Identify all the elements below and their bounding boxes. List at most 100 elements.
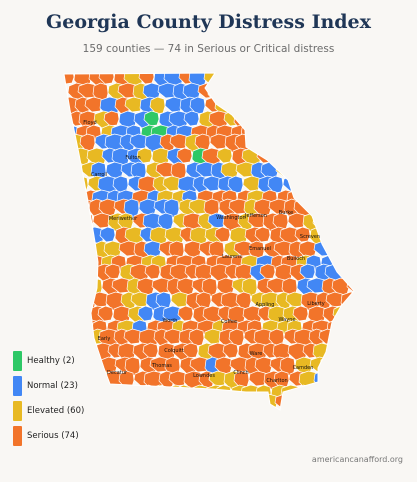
county-tile-normal bbox=[299, 263, 316, 280]
county-tile-elevated bbox=[67, 212, 88, 233]
legend-swatch-normal bbox=[13, 375, 22, 396]
county-tile-normal bbox=[351, 189, 354, 210]
county-label-laurens: Laurens bbox=[222, 254, 242, 260]
county-tile-serious bbox=[287, 342, 308, 361]
county-tile-serious bbox=[65, 291, 86, 312]
county-tile-elevated bbox=[136, 147, 153, 164]
county-tile-normal bbox=[143, 240, 162, 259]
county-tile-elevated bbox=[350, 161, 354, 178]
county-tile-serious bbox=[79, 133, 96, 152]
county-tile-serious bbox=[73, 328, 90, 347]
county-tile-serious bbox=[247, 342, 268, 361]
state-outline bbox=[63, 72, 355, 411]
county-tile-elevated bbox=[341, 189, 354, 206]
county-tile-elevated bbox=[149, 96, 166, 115]
county-tile-normal bbox=[105, 161, 124, 180]
county-tile-elevated bbox=[100, 384, 117, 401]
county-tile-serious bbox=[268, 328, 285, 347]
county-tile-serious bbox=[182, 342, 199, 359]
county-tile-serious bbox=[335, 124, 354, 143]
county-tile-elevated bbox=[222, 82, 241, 101]
county-tile-elevated bbox=[216, 147, 233, 164]
county-tile-normal bbox=[334, 226, 351, 243]
county-tile-elevated bbox=[94, 393, 111, 410]
county-label-washington: Washington bbox=[216, 215, 245, 221]
county-tile-serious bbox=[118, 370, 135, 389]
county-tile-elevated bbox=[337, 82, 354, 101]
county-tile-normal bbox=[267, 175, 284, 194]
county-tile-elevated bbox=[169, 393, 186, 410]
county-tile-serious bbox=[274, 393, 295, 410]
county-tile-elevated bbox=[311, 189, 330, 210]
county-tile-normal bbox=[166, 407, 185, 410]
county-label-coffee: Coffee bbox=[221, 319, 237, 325]
county-tile-elevated bbox=[328, 110, 349, 129]
county-tile-serious bbox=[129, 393, 146, 410]
county-tile-serious bbox=[254, 356, 273, 375]
county-tile-elevated bbox=[176, 407, 197, 410]
county-tile-elevated bbox=[220, 161, 239, 180]
county-tile-serious bbox=[300, 161, 319, 180]
county-tile-elevated bbox=[66, 189, 83, 206]
county-tile-normal bbox=[164, 96, 183, 113]
county-tile-normal bbox=[163, 198, 180, 219]
county-tile-elevated bbox=[289, 133, 308, 150]
county-tile-serious bbox=[176, 277, 195, 296]
county-tile-elevated bbox=[103, 240, 122, 259]
county-label-early: Early bbox=[98, 336, 111, 342]
county-tile-serious bbox=[84, 356, 101, 377]
county-tile-serious bbox=[64, 254, 81, 275]
county-tile-elevated bbox=[68, 240, 87, 259]
legend-item-normal: Normal (23) bbox=[13, 375, 84, 396]
county-tile-normal bbox=[332, 175, 353, 196]
county-tile-serious bbox=[335, 254, 354, 275]
county-tile-normal bbox=[339, 133, 354, 154]
county-tile-elevated bbox=[248, 110, 269, 129]
county-label-burke: Burke bbox=[279, 210, 293, 216]
county-tile-elevated bbox=[335, 384, 352, 401]
county-tile-normal bbox=[142, 82, 161, 101]
county-tile-serious bbox=[209, 133, 228, 150]
county-tile-elevated bbox=[255, 124, 274, 143]
county-tile-elevated bbox=[344, 226, 354, 247]
county-tile-serious bbox=[188, 328, 205, 347]
county-tile-elevated bbox=[320, 124, 337, 145]
county-tile-serious bbox=[328, 370, 347, 387]
county-tile-elevated bbox=[72, 305, 91, 326]
county-label-camden: Camden bbox=[293, 365, 314, 371]
county-tile-elevated bbox=[285, 161, 302, 182]
county-tile-normal bbox=[155, 291, 172, 310]
county-tile-elevated bbox=[241, 277, 258, 298]
county-tile-elevated bbox=[351, 319, 354, 336]
county-tile-serious bbox=[268, 73, 287, 89]
county-label-lowndes: Lowndes bbox=[193, 373, 215, 379]
county-tile-normal bbox=[256, 407, 277, 410]
county-label-emanuel: Emanuel bbox=[249, 246, 271, 252]
county-tile-elevated bbox=[346, 147, 354, 168]
county-tile-serious bbox=[64, 73, 75, 85]
county-tile-elevated bbox=[307, 175, 324, 194]
county-tile-serious bbox=[216, 277, 235, 296]
county-tile-serious bbox=[111, 407, 128, 410]
county-tile-elevated bbox=[79, 263, 98, 284]
county-tile-normal bbox=[287, 82, 304, 103]
county-tile-normal bbox=[112, 175, 129, 194]
county-tile-serious bbox=[97, 305, 114, 322]
county-tile-elevated bbox=[313, 110, 332, 131]
county-tile-serious bbox=[321, 407, 340, 410]
county-tile-serious bbox=[341, 319, 354, 338]
county-tile-normal bbox=[138, 198, 157, 217]
county-tile-serious bbox=[273, 370, 290, 389]
county-tile-serious bbox=[101, 407, 122, 410]
county-tile-normal bbox=[281, 407, 300, 410]
county-tile-serious bbox=[344, 356, 354, 373]
county-tile-elevated bbox=[339, 393, 354, 410]
county-tile-serious bbox=[75, 254, 92, 273]
county-tile-normal bbox=[168, 110, 189, 129]
county-tile-elevated bbox=[352, 212, 354, 231]
county-tile-normal bbox=[66, 319, 85, 338]
county-tile-elevated bbox=[288, 110, 309, 129]
county-tile-elevated bbox=[345, 384, 354, 405]
county-tile-normal bbox=[99, 226, 116, 243]
